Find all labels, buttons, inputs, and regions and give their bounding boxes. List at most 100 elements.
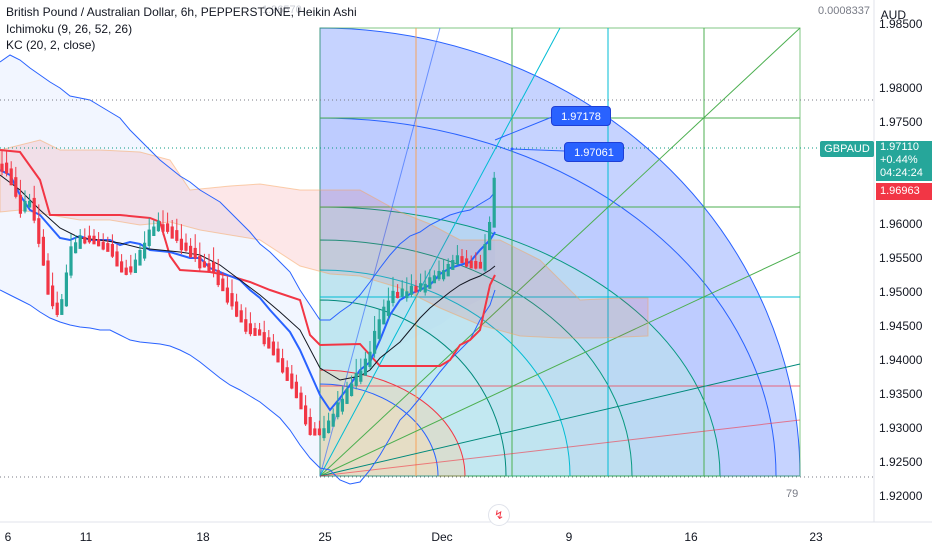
gann-sector-8 [319,383,439,477]
candle-body [267,337,271,349]
price-tick: 1.96000 [879,217,923,231]
candle-body [170,226,174,239]
lightning-icon[interactable]: ↯ [488,504,510,526]
date-tick: Dec [431,530,453,544]
price-tick: 1.94500 [879,319,923,333]
candle-body [451,259,455,270]
price-annotation-current[interactable]: 1.97061 [564,142,624,162]
candle-body [350,383,354,397]
candle-body [276,348,280,363]
candle-body [110,243,114,257]
candle-body [244,319,248,332]
candle-body [87,235,91,243]
candle-body [465,258,469,267]
symbol-tag[interactable]: GBPAUD [820,141,874,157]
candle-body [41,236,45,266]
kc-middle-line [0,174,496,381]
last-price-change: +0.44% [880,154,918,166]
candle-body [474,260,478,269]
candle-body [460,256,464,264]
red-price-tag: 1.96963 [876,183,932,200]
gann-fan-line [319,363,801,477]
candle-body [235,301,239,317]
candle-body [5,162,9,174]
watermark-value: 1.96570 [262,4,302,16]
legend-kc[interactable]: KC (20, 2, close) [6,38,96,52]
price-tick: 1.97500 [879,115,923,129]
candle-body [442,270,446,280]
candle-body [363,358,367,376]
legend-ichimoku[interactable]: Ichimoku (9, 26, 52, 26) [6,21,133,36]
candle-body [83,236,87,244]
candle-body [18,194,22,214]
chart-legend: British Pound / Australian Dollar, 6h, P… [6,4,357,54]
candle-body [143,242,147,259]
candle-body [419,283,423,291]
candle-body [253,328,257,336]
date-tick: 23 [809,530,823,544]
gann-fan-line [319,251,801,477]
date-tick: 6 [4,530,12,544]
candle-body [405,291,409,299]
candle-body [221,278,225,292]
candle-body [60,299,64,315]
candle-body [428,277,432,289]
candle-body [69,246,73,276]
price-tick: 1.98500 [879,17,923,31]
price-tick: 1.95500 [879,251,923,265]
candle-body [373,330,377,354]
gann-fan-line [319,27,561,477]
candle-body [23,200,27,212]
candle-body [239,310,243,323]
candle-body [202,261,206,268]
candle-body [248,323,252,335]
candle-body [175,230,179,241]
candle-body [32,197,36,221]
candle-body [64,272,68,307]
candle-body [492,177,496,228]
candle-body [51,285,55,307]
candle-body [115,251,119,267]
candle-body [386,300,390,316]
candle-body [124,267,128,275]
candle-body [166,223,170,232]
currency-label[interactable]: AUD [880,8,906,22]
candle-body [322,428,326,439]
candle-body [230,293,234,307]
candle-body [313,428,317,436]
gann-fan-line [319,27,441,477]
candle-body [285,367,289,381]
candle-body [400,288,404,297]
candle-body [414,286,418,293]
candle-body [138,249,142,266]
candle-body [198,255,202,269]
candle-body [184,242,188,251]
candle-body [359,370,363,382]
candle-body [304,405,308,425]
date-tick: 9 [565,530,573,544]
candle-body [78,235,82,249]
date-tick: 16 [684,530,698,544]
candle-body [317,428,321,436]
candle-body [106,243,110,252]
price-tick: 1.98000 [879,81,923,95]
candle-body [55,302,59,316]
price-annotation-high[interactable]: 1.97178 [551,106,611,126]
candle-body [478,261,482,269]
legend-title[interactable]: British Pound / Australian Dollar, 6h, P… [6,5,357,19]
candle-body [345,388,349,404]
candle-body [368,351,372,367]
candle-body [152,226,156,237]
price-tick: 1.94000 [879,353,923,367]
candle-body [446,263,450,277]
price-tick: 1.93000 [879,421,923,435]
date-tick: 25 [318,530,332,544]
kijun-line [0,149,496,367]
annotation-connector [511,148,566,152]
candle-body [432,275,436,284]
gann-fan-drawing[interactable] [319,27,801,477]
candle-body [92,235,96,245]
candle-body [133,259,137,274]
candle-body [396,291,400,299]
